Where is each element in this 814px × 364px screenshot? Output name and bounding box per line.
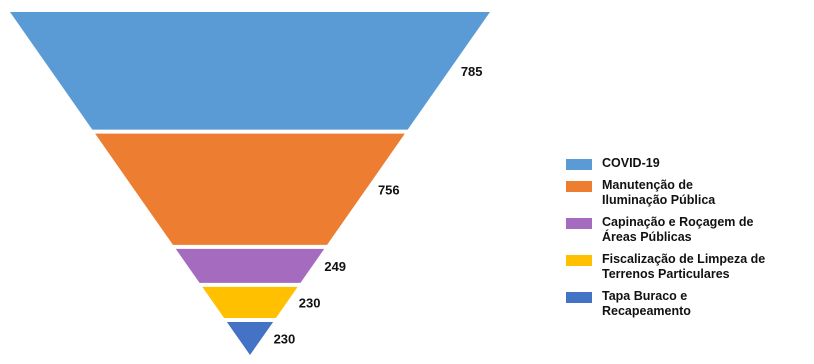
- legend-item-tapa-buraco: Tapa Buraco e Recapeamento: [566, 289, 811, 319]
- funnel-segment-covid: [10, 12, 490, 130]
- legend-item-capinacao: Capinação e Roçagem de Áreas Públicas: [566, 215, 811, 245]
- funnel-segment-fiscalizacao: [202, 286, 298, 318]
- legend: COVID-19 Manutenção de Iluminação Públic…: [566, 156, 811, 326]
- legend-swatch: [566, 218, 592, 229]
- legend-swatch: [566, 181, 592, 192]
- legend-label: COVID-19: [602, 156, 660, 170]
- legend-swatch: [566, 159, 592, 170]
- funnel-segment-capinacao: [175, 248, 325, 283]
- value-label-iluminacao: 756: [378, 182, 400, 197]
- value-label-capinacao: 249: [324, 259, 346, 274]
- legend-item-iluminacao: Manutenção de Iluminação Pública: [566, 178, 811, 208]
- funnel-segment-tapa-buraco: [226, 321, 274, 355]
- funnel-segment-iluminacao: [95, 133, 405, 245]
- legend-item-covid: COVID-19: [566, 156, 811, 171]
- value-labels: 785 756 249 230 230: [274, 64, 483, 347]
- value-label-fiscalizacao: 230: [299, 295, 321, 310]
- legend-swatch: [566, 292, 592, 303]
- legend-swatch: [566, 255, 592, 266]
- legend-label: Manutenção de Iluminação Pública: [602, 178, 716, 207]
- legend-label: Capinação e Roçagem de Áreas Públicas: [602, 215, 754, 244]
- funnel-segments: [10, 12, 490, 355]
- legend-label: Fiscalização de Limpeza de Terrenos Part…: [602, 252, 766, 281]
- value-label-tapa-buraco: 230: [274, 331, 296, 346]
- value-label-covid: 785: [461, 64, 483, 79]
- legend-label: Tapa Buraco e Recapeamento: [602, 289, 691, 318]
- legend-item-fiscalizacao: Fiscalização de Limpeza de Terrenos Part…: [566, 252, 811, 282]
